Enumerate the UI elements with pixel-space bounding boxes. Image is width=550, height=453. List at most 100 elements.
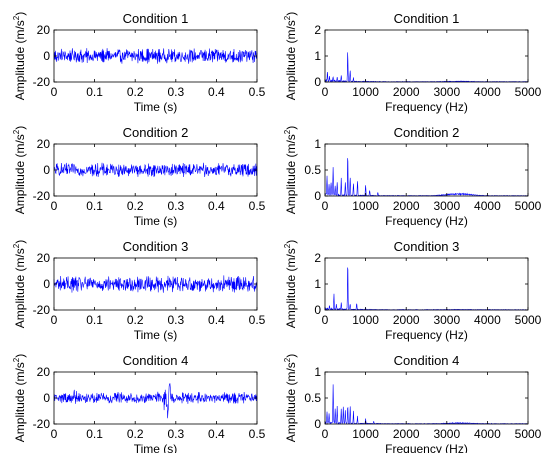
x-tick-label: 0.4 [208,313,225,327]
y-axis-label-superscript: 2 [283,15,292,20]
x-tick-label: 4000 [474,313,501,327]
subplot-title: Condition 3 [394,239,460,254]
x-tick-label: 1000 [352,85,379,99]
x-tick-label: 0.1 [86,313,103,327]
x-tick-label: 0.5 [249,427,266,441]
x-tick-label: 0.3 [167,313,184,327]
spectrum-line [324,384,529,425]
subplot-title: Condition 2 [394,125,460,140]
x-tick-label: 5000 [515,199,542,213]
y-tick-label: -20 [33,417,51,431]
x-tick-label: 0.2 [127,85,144,99]
y-axis-label-superscript: 2 [12,129,21,134]
y-tick-label: 0 [43,277,50,291]
x-tick-label: 4000 [474,427,501,441]
x-tick-label: 0 [322,85,329,99]
axes-frame [53,143,258,197]
y-tick-label: 1 [314,277,321,291]
x-tick-label: 2000 [393,199,420,213]
y-axis-label-close: ) [284,126,298,130]
y-axis-label: Amplitude (m/s2) [12,12,27,100]
subplot-title: Condition 4 [394,353,460,368]
x-tick-label: 0.3 [167,85,184,99]
x-tick-label: 0.5 [249,313,266,327]
y-axis-label-close: ) [13,126,27,130]
x-tick-label: 0.4 [208,85,225,99]
x-axis-label: Time (s) [134,328,178,342]
y-axis-label: Amplitude (m/s2) [12,240,27,328]
y-tick-label: 2 [314,23,321,37]
x-tick-label: 3000 [433,313,460,327]
x-tick-label: 1000 [352,427,379,441]
y-axis-label: Amplitude (m/s2) [12,354,27,442]
y-tick-label: 20 [37,23,51,37]
x-tick-label: 0 [51,313,58,327]
axes-frame [324,257,529,311]
y-axis-label-superscript: 2 [283,243,292,248]
subplot-frequency-condition-1: 0 1000 2000 3000 4000 5000 0 1 2 Condition 1 Frequ… [283,11,542,114]
y-axis-label: Amplitude (m/s2) [12,126,27,214]
axes-frame [324,371,529,425]
y-axis-label-close: ) [284,240,298,244]
x-tick-label: 0.2 [127,199,144,213]
x-axis-label: Frequency (Hz) [385,100,468,114]
time-signal-line [53,383,258,419]
x-tick-label: 3000 [433,427,460,441]
y-axis-label: Amplitude (m/s2) [283,12,298,100]
y-axis-label-superscript: 2 [283,129,292,134]
x-tick-label: 5000 [515,85,542,99]
x-tick-label: 0 [51,427,58,441]
y-tick-label: -20 [33,75,51,89]
time-signal-line [53,48,258,64]
y-axis-label-text: Amplitude (m/s [13,20,27,100]
y-tick-label: 20 [37,365,51,379]
spectrum-line [324,158,529,197]
y-tick-label: 1 [314,137,321,151]
subplot-title: Condition 4 [123,353,189,368]
y-axis-label-text: Amplitude (m/s [284,248,298,328]
time-signal-line [53,275,258,293]
spectrum-line [324,52,529,83]
x-tick-label: 0 [322,427,329,441]
axes-frame [324,143,529,197]
subplot-title: Condition 1 [123,11,189,26]
x-tick-label: 1000 [352,313,379,327]
y-axis-label-text: Amplitude (m/s [13,248,27,328]
x-tick-label: 0.1 [86,199,103,213]
y-tick-label: 20 [37,137,51,151]
y-tick-label: 0 [314,75,321,89]
y-axis-label-close: ) [13,354,27,358]
y-tick-label: -20 [33,189,51,203]
x-tick-label: 1000 [352,199,379,213]
x-axis-label: Time (s) [134,442,178,453]
x-tick-label: 5000 [515,313,542,327]
y-tick-label: 0 [314,189,321,203]
y-axis-label-text: Amplitude (m/s [13,362,27,442]
y-axis-label-close: ) [13,240,27,244]
x-tick-label: 2000 [393,313,420,327]
subplot-title: Condition 1 [394,11,460,26]
x-tick-label: 0.1 [86,85,103,99]
y-tick-label: 0.5 [304,391,321,405]
x-tick-label: 0.3 [167,199,184,213]
y-axis-label: Amplitude (m/s2) [283,240,298,328]
x-tick-label: 0.2 [127,427,144,441]
time-signal-line [53,162,258,178]
x-tick-label: 0.5 [249,199,266,213]
subplot-title: Condition 3 [123,239,189,254]
x-tick-label: 3000 [433,85,460,99]
subplot-frequency-condition-4: 0 1000 2000 3000 4000 5000 0 0.5 1 Condition 4 Fre… [283,353,542,453]
y-tick-label: 0 [314,303,321,317]
x-tick-label: 0 [322,313,329,327]
spectrum-line [324,267,529,311]
y-axis-label-text: Amplitude (m/s [284,362,298,442]
y-axis-label-superscript: 2 [283,357,292,362]
x-tick-label: 0.3 [167,427,184,441]
x-tick-label: 4000 [474,199,501,213]
x-tick-label: 0.2 [127,313,144,327]
y-axis-label-superscript: 2 [12,357,21,362]
y-tick-label: 0 [43,391,50,405]
y-tick-label: 0 [43,49,50,63]
y-tick-label: 2 [314,251,321,265]
